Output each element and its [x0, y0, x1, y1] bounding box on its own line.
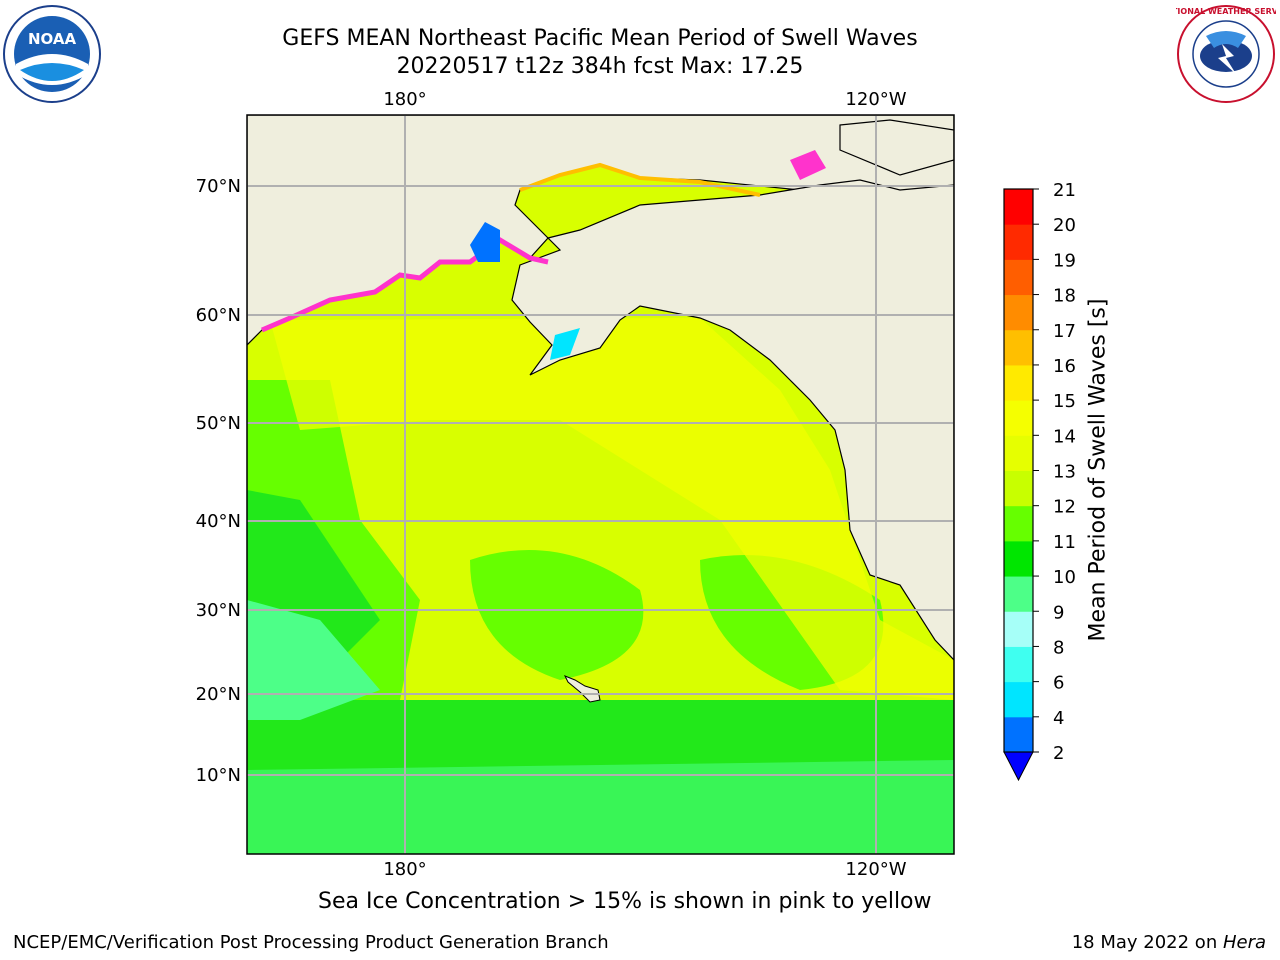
colorbar-tick-label: 16: [1053, 356, 1076, 377]
land-north-america: [511, 179, 954, 661]
x-tick-label-bottom: 180°: [383, 859, 426, 880]
colorbar-tick-label: 19: [1053, 250, 1076, 271]
noaa-logo: NOAA: [3, 5, 101, 103]
colorbar-tick-label: 13: [1053, 462, 1076, 483]
x-tick-label-top: 120°W: [845, 89, 906, 110]
colorbar-tick-label: 11: [1053, 532, 1076, 553]
colorbar-segment: [1004, 611, 1033, 647]
sea-ice-blue-patch: [470, 222, 500, 262]
chart-title: GEFS MEAN Northeast Pacific Mean Period …: [282, 26, 918, 51]
colorbar-segment: [1004, 400, 1033, 436]
footer-date: 18 May 2022 on Hera: [1072, 932, 1266, 953]
colorbar-tick-label: 8: [1053, 637, 1064, 658]
nws-logo: NATIONAL WEATHER SERVICE: [1176, 5, 1276, 103]
x-tick-labels: 180° 180° 120°W 120°W: [383, 89, 906, 880]
colorbar-tick-label: 10: [1053, 567, 1076, 588]
colorbar-tick-label: 14: [1053, 426, 1076, 447]
sea-ice-patch-arctic: [790, 150, 826, 180]
colorbar-segment: [1004, 540, 1033, 577]
colorbar-segment: [1004, 294, 1033, 331]
y-tick-label: 60°N: [196, 305, 241, 326]
ocean-band-north: [270, 318, 954, 700]
footer-host: Hera: [1222, 932, 1266, 953]
colorbar-segment: [1004, 716, 1033, 753]
colorbar-tick-label: 17: [1053, 321, 1076, 342]
colorbar-tick-label: 21: [1053, 180, 1076, 201]
footer-date-text: 18 May 2022 on: [1071, 932, 1223, 953]
colorbar-tick-label: 18: [1053, 286, 1076, 307]
colorbar: [1003, 188, 1034, 782]
ocean-patch-central: [470, 550, 644, 680]
colorbar-tick-label: 12: [1053, 497, 1076, 518]
ocean-band-south: [247, 760, 954, 854]
y-tick-labels: 70°N 60°N 50°N 40°N 30°N 20°N 10°N: [196, 176, 241, 786]
sea-ice-cyan-patch: [550, 328, 580, 360]
y-tick-label: 30°N: [196, 600, 241, 621]
colorbar-tick-label: 9: [1053, 602, 1064, 623]
sea-ice-edge-bering: [261, 237, 549, 333]
y-tick-label: 70°N: [196, 176, 241, 197]
colorbar-segment: [1004, 576, 1033, 612]
colorbar-segment: [1004, 646, 1033, 683]
colorbar-tick-label: 2: [1053, 743, 1064, 764]
sea-ice-edge-arctic: [519, 162, 761, 197]
nws-logo-text: NATIONAL WEATHER SERVICE: [1176, 7, 1276, 16]
map-area: [247, 115, 954, 854]
colorbar-segment: [1004, 329, 1033, 366]
colorbar-segment: [1004, 505, 1033, 542]
colorbar-tick-label: 20: [1053, 215, 1076, 236]
colorbar-segment: [1004, 435, 1033, 471]
y-tick-label: 40°N: [196, 511, 241, 532]
colorbar-segment: [1004, 681, 1033, 718]
ocean-band-west-cool: [247, 600, 380, 720]
colorbar-segment: [1004, 259, 1033, 296]
colorbar-extend-arrow: [1003, 751, 1034, 782]
sea-ice-caption: Sea Ice Concentration > 15% is shown in …: [318, 889, 932, 914]
x-tick-label-bottom: 120°W: [845, 859, 906, 880]
map-frame: [246, 114, 955, 855]
x-tick-label-top: 180°: [383, 89, 426, 110]
colorbar-tick-label: 4: [1053, 708, 1064, 729]
y-tick-label: 10°N: [196, 765, 241, 786]
y-tick-label: 20°N: [196, 684, 241, 705]
colorbar-tick-label: 6: [1053, 673, 1064, 694]
land-hawaii: [563, 675, 601, 703]
colorbar-segment: [1004, 224, 1033, 260]
colorbar-segment: [1004, 470, 1033, 507]
chart-subtitle: 20220517 t12z 384h fcst Max: 17.25: [396, 54, 804, 79]
gridlines: [247, 115, 954, 854]
noaa-logo-text: NOAA: [28, 30, 77, 48]
colorbar-segment: [1004, 364, 1033, 401]
land-arctic-island: [839, 119, 954, 176]
colorbar-label: Mean Period of Swell Waves [s]: [1085, 298, 1111, 642]
y-tick-label: 50°N: [196, 413, 241, 434]
colorbar-tick-label: 15: [1053, 391, 1076, 412]
colorbar-segment: [1004, 189, 1033, 225]
colorbar-ticks: 2 4 6 8 9 10 11 12 13 14 15 16 17 18 19 20 21: [1033, 180, 1076, 764]
footer-credit: NCEP/EMC/Verification Post Processing Pr…: [13, 932, 609, 953]
